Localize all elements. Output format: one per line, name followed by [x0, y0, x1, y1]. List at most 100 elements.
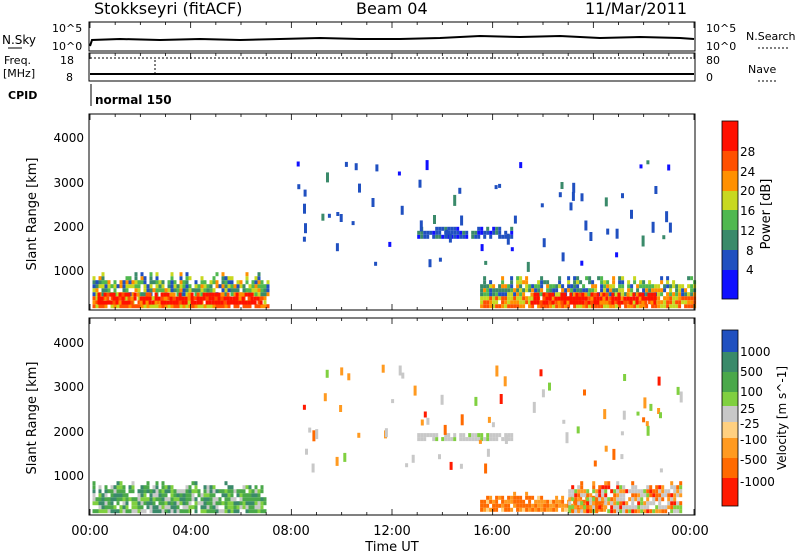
power-cell [576, 288, 580, 293]
power-cell [484, 260, 488, 265]
power-cell [519, 276, 523, 281]
power-cell [242, 288, 246, 293]
velocity-cell [236, 505, 240, 510]
power-cell [555, 300, 559, 305]
power-cell [663, 296, 667, 301]
velocity-cell [537, 499, 541, 504]
velocity-cell [552, 503, 556, 508]
power-cell [533, 292, 537, 297]
power-cell [253, 300, 257, 305]
power-cell [327, 213, 331, 218]
velocity-cell [574, 501, 578, 506]
velocity-cell [592, 481, 596, 486]
xtick-0400: 04:00 [172, 524, 209, 539]
velocity-cell [116, 501, 120, 506]
power-cell [672, 296, 676, 301]
power-cell [504, 292, 508, 297]
velocity-cell [574, 489, 578, 494]
velocity-cell [164, 493, 168, 498]
velocity-cell [613, 493, 617, 498]
velocity-cell [131, 485, 135, 490]
power-cell [97, 296, 101, 301]
velocity-cell [170, 501, 174, 506]
velocity-cell [495, 499, 499, 504]
velocity-cell [233, 489, 237, 494]
velocity-cell [589, 501, 593, 506]
power-cell [666, 292, 670, 297]
power-cell [580, 193, 584, 202]
power-cell [678, 292, 682, 297]
velocity-cell [155, 493, 159, 498]
velocity-cell [480, 433, 484, 438]
xtick-1600: 16:00 [473, 524, 510, 539]
velocity-cell [188, 501, 192, 506]
power-cell [173, 288, 177, 293]
power-cell [646, 160, 650, 165]
power-cell [621, 292, 625, 297]
power-cell [578, 300, 582, 305]
power-cell [513, 292, 517, 297]
power-cell [160, 296, 164, 301]
velocity-cell [468, 437, 472, 442]
power-cell [569, 300, 573, 305]
power-cell [687, 276, 691, 281]
power-cell [143, 280, 147, 285]
power-cell [660, 280, 664, 285]
power-cell [242, 284, 246, 289]
power-cell [591, 280, 595, 285]
velocity-cell [140, 485, 144, 490]
power-cell [260, 288, 264, 293]
velocity-cell [634, 489, 638, 494]
power-cell [516, 288, 520, 293]
velocity-cell [188, 509, 192, 514]
velocity-cell [600, 503, 604, 508]
velocity-cell [676, 493, 680, 498]
power-cell [458, 187, 462, 194]
power-cell [486, 304, 490, 309]
power-cell [257, 272, 261, 277]
velocity-colorbar-band-1 [722, 330, 738, 352]
power-ytick-3000: 3000 [53, 176, 84, 190]
velocity-cell [610, 489, 614, 494]
power-cell [254, 288, 258, 293]
velocity-cell [480, 503, 484, 508]
power-cell [591, 284, 595, 289]
velocity-cell [170, 489, 174, 494]
power-cell [516, 296, 520, 301]
power-cell [602, 296, 606, 301]
velocity-cell [661, 485, 665, 490]
power-cell [209, 304, 213, 309]
power-cell [158, 280, 162, 285]
velocity-cell [646, 493, 650, 498]
velocity-cell [480, 499, 484, 504]
velocity-cell [474, 437, 478, 442]
power-cell [589, 232, 593, 241]
sky-left-tick-bottom: 10^0 [52, 40, 82, 53]
velocity-cell [670, 493, 674, 498]
velocity-cell [580, 509, 584, 514]
power-cell [170, 304, 174, 309]
velocity-cell [149, 497, 153, 502]
power-cb-tick-20: 20 [740, 184, 755, 198]
velocity-cell [125, 497, 129, 502]
power-cell [627, 280, 631, 285]
power-cell [425, 160, 429, 171]
velocity-cell [676, 509, 680, 514]
velocity-cell [489, 507, 493, 512]
power-cell [531, 288, 535, 293]
velocity-cell [507, 433, 511, 438]
power-cell [125, 304, 129, 309]
power-cell [489, 292, 493, 297]
velocity-cell [658, 509, 662, 514]
power-cell [615, 300, 619, 305]
power-cell [681, 284, 685, 289]
power-cell [205, 300, 209, 305]
velocity-cell [487, 416, 491, 423]
velocity-cell [260, 509, 264, 514]
velocity-cell [571, 493, 575, 498]
velocity-cell [642, 417, 646, 423]
velocity-cell [507, 437, 511, 442]
velocity-cell [631, 497, 635, 502]
velocity-cell [489, 433, 493, 438]
power-cell [441, 226, 445, 231]
